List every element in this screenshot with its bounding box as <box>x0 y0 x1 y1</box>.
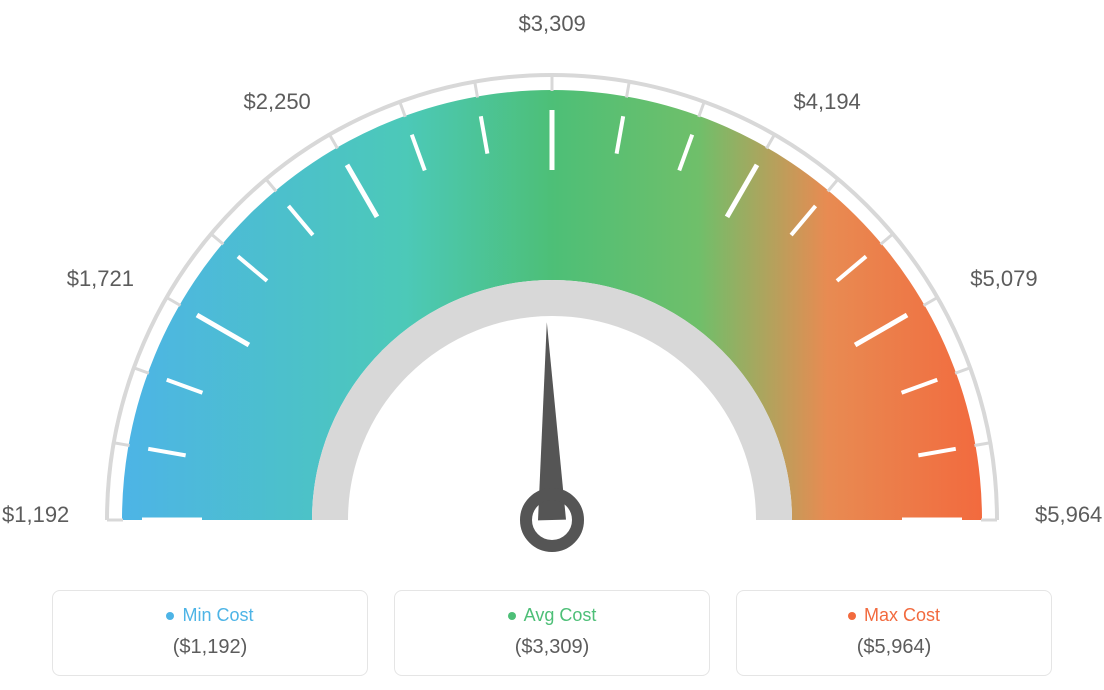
legend-value: ($3,309) <box>395 636 709 659</box>
legend-title: Max Cost <box>737 605 1051 626</box>
gauge-tick-label: $5,964 <box>1035 502 1102 528</box>
legend-card: Avg Cost ($3,309) <box>394 590 710 676</box>
legend-title: Min Cost <box>53 605 367 626</box>
gauge-tick-label: $4,194 <box>794 89 861 115</box>
gauge-tick-label: $2,250 <box>244 89 311 115</box>
legend-title-text: Max Cost <box>864 605 940 625</box>
legend-title-text: Min Cost <box>182 605 253 625</box>
cost-gauge: $1,192$1,721$2,250$3,309$4,194$5,079$5,9… <box>52 10 1052 570</box>
legend-dot-icon <box>166 612 174 620</box>
legend-card: Min Cost ($1,192) <box>52 590 368 676</box>
gauge-tick-label: $5,079 <box>970 266 1037 292</box>
legend-title-text: Avg Cost <box>524 605 597 625</box>
legend-value: ($1,192) <box>53 636 367 659</box>
gauge-tick-label: $3,309 <box>519 11 586 37</box>
gauge-tick-label: $1,721 <box>67 266 134 292</box>
legend-title: Avg Cost <box>395 605 709 626</box>
legend-card: Max Cost ($5,964) <box>736 590 1052 676</box>
gauge-tick-label: $1,192 <box>2 502 69 528</box>
legend-value: ($5,964) <box>737 636 1051 659</box>
gauge-svg <box>52 10 1052 570</box>
legend-row: Min Cost ($1,192) Avg Cost ($3,309) Max Cost… <box>52 590 1052 676</box>
legend-dot-icon <box>848 612 856 620</box>
legend-dot-icon <box>508 612 516 620</box>
